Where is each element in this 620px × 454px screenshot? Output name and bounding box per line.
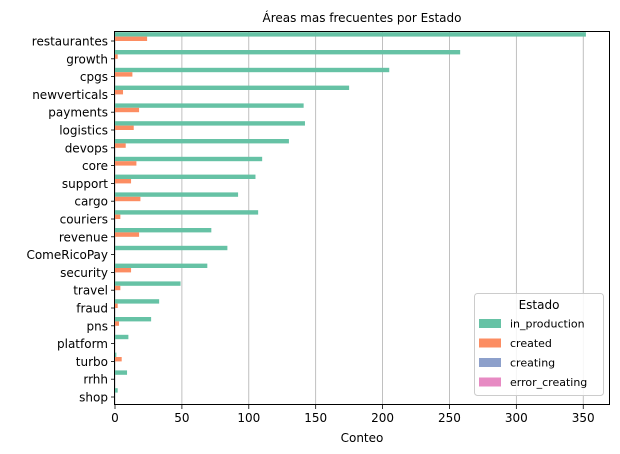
x-tick-label: 150 bbox=[304, 411, 327, 425]
legend-label: created bbox=[510, 337, 552, 350]
category-label: platform bbox=[57, 337, 108, 351]
bar-in_production bbox=[115, 210, 259, 215]
category-label: couriers bbox=[60, 213, 108, 227]
bar-created bbox=[115, 125, 134, 130]
bar-in_production bbox=[115, 299, 160, 304]
category-label: travel bbox=[73, 284, 108, 298]
bar-in_production bbox=[115, 85, 350, 90]
bar-created bbox=[115, 72, 133, 77]
plot-frame bbox=[114, 31, 610, 405]
bar-created bbox=[115, 285, 121, 291]
bar-created bbox=[115, 90, 124, 95]
bar-in_production bbox=[115, 192, 239, 197]
legend-title: Estado bbox=[519, 298, 560, 312]
bar-created bbox=[115, 107, 140, 113]
category-label: shop bbox=[79, 391, 108, 405]
bar-in_production bbox=[115, 352, 117, 357]
bar-in_production bbox=[115, 67, 390, 73]
x-axis-label: Conteo bbox=[341, 431, 384, 445]
bar-created bbox=[115, 179, 132, 184]
category-label: ComeRicoPay bbox=[26, 248, 108, 262]
x-tick-label: 200 bbox=[371, 411, 394, 425]
bar-created bbox=[115, 36, 148, 41]
bar-in_production bbox=[115, 263, 208, 268]
legend-swatch bbox=[479, 377, 501, 387]
x-tick-label: 250 bbox=[438, 411, 461, 425]
category-label: fraud bbox=[76, 302, 108, 316]
category-label: restaurantes bbox=[32, 35, 108, 49]
x-tick-label: 300 bbox=[505, 411, 528, 425]
bar-in_production bbox=[115, 370, 128, 375]
bar-in_production bbox=[115, 50, 461, 55]
legend-swatch bbox=[479, 319, 501, 328]
bar-created bbox=[115, 357, 122, 362]
bar-in_production bbox=[115, 228, 212, 233]
category-label: newverticals bbox=[32, 88, 108, 102]
bar-in_production bbox=[115, 317, 152, 322]
x-tick-label: 0 bbox=[111, 411, 119, 425]
category-label: cargo bbox=[74, 195, 108, 209]
legend-label: error_creating bbox=[510, 376, 587, 389]
legend-label: creating bbox=[510, 357, 555, 370]
category-label: rrhh bbox=[83, 373, 108, 387]
x-tick-label: 350 bbox=[572, 411, 595, 425]
legend-label: in_production bbox=[510, 318, 585, 331]
category-label: turbo bbox=[76, 355, 108, 369]
category-label: revenue bbox=[59, 230, 108, 244]
x-tick-label: 50 bbox=[174, 411, 189, 425]
bar-created bbox=[115, 303, 118, 308]
category-label: support bbox=[62, 177, 108, 191]
bar-in_production bbox=[115, 174, 256, 179]
y-axis: restaurantes growth cpgs newverticals paymen… bbox=[26, 35, 115, 405]
bar-created bbox=[115, 321, 120, 326]
bar-in_production bbox=[115, 281, 181, 286]
category-label: core bbox=[82, 159, 108, 173]
bar-created bbox=[115, 161, 137, 166]
x-axis: 0 50 100 150 200 250 300 350 bbox=[111, 405, 595, 425]
bar-created bbox=[115, 143, 126, 148]
x-tick-label: 100 bbox=[237, 411, 260, 425]
bar-in_production bbox=[115, 139, 289, 144]
bar-created bbox=[115, 268, 132, 273]
category-label: security bbox=[60, 266, 108, 280]
legend-swatch bbox=[479, 358, 501, 367]
bar-created bbox=[115, 214, 121, 219]
category-label: pns bbox=[87, 319, 108, 333]
grid-layer bbox=[114, 32, 584, 405]
category-label: growth bbox=[66, 52, 108, 66]
category-label: payments bbox=[48, 106, 108, 120]
category-label: cpgs bbox=[80, 70, 108, 84]
bars-layer bbox=[115, 32, 586, 393]
bar-created bbox=[115, 196, 141, 202]
category-label: logistics bbox=[59, 124, 108, 138]
bar-in_production bbox=[115, 32, 586, 37]
bar-created bbox=[115, 54, 118, 59]
legend-swatch bbox=[479, 338, 501, 348]
bar-in_production bbox=[115, 156, 263, 162]
bar-in_production bbox=[115, 245, 228, 251]
category-label: devops bbox=[65, 141, 108, 155]
bar-in_production bbox=[115, 103, 304, 108]
bar-in_production bbox=[115, 334, 129, 340]
chart-title: Áreas mas frecuentes por Estado bbox=[263, 10, 462, 25]
bar-in_production bbox=[115, 121, 305, 126]
legend-frame bbox=[474, 293, 604, 396]
bar-in_production bbox=[115, 388, 118, 393]
bar-created bbox=[115, 232, 140, 237]
